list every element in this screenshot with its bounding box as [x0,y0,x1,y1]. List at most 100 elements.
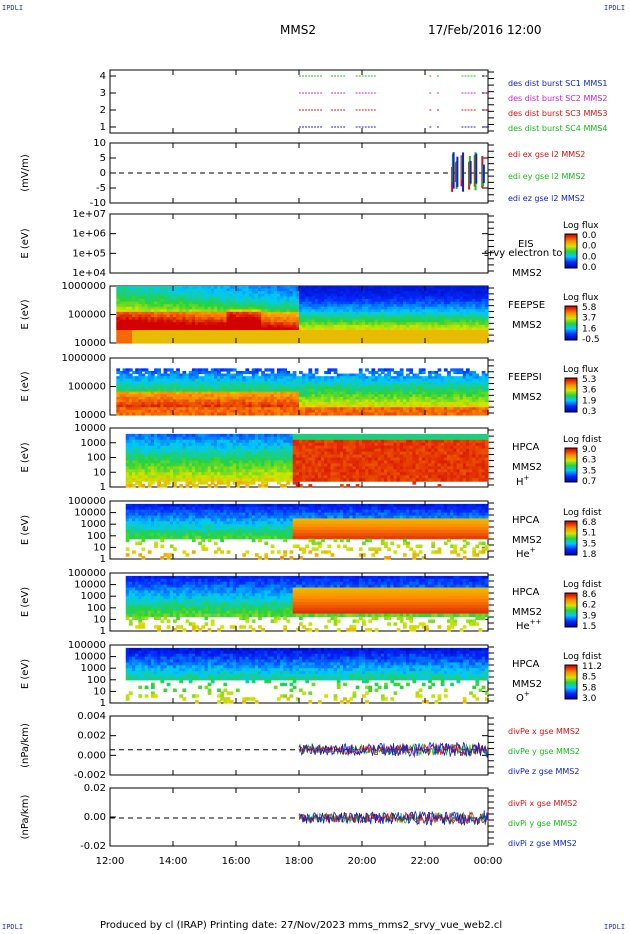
feepse-cell [273,324,278,329]
feepse-cell [264,327,269,331]
feepse-cell [346,298,350,303]
feepsi-cell [292,370,297,375]
feepsi-cell [242,409,247,414]
feepsi-cell [434,394,439,398]
feepse-cell [220,296,224,300]
feepse-cell [412,311,417,316]
feepsi-cell [418,376,423,380]
feepse-cell [169,288,174,292]
feepse-cell [431,288,436,292]
feepsi-cell [475,386,480,390]
feepsi-cell [425,394,429,398]
divpi-ytick-label: 0.02 [84,783,106,794]
feepsi-cell [229,376,234,380]
feepsi-cell [188,381,193,385]
feepsi-cell [119,399,124,403]
feepsi-cell [258,404,262,408]
feepse-cell [390,293,395,297]
feepse-cell [305,301,310,305]
feepsi-cell [147,381,152,385]
feepse-cell [254,296,259,300]
feepse-cell [207,304,212,308]
feepse-cell [122,293,127,297]
feepsi-cell [450,407,454,411]
feepse-cell [434,322,439,326]
feepse-cell [182,291,187,295]
feepse-cell [308,322,313,326]
feepse-cell [207,332,212,336]
eis-ytick-label: 1e+06 [72,229,106,240]
feepsi-cell [283,402,287,406]
feepsi-cell [119,389,124,393]
feepse-cell [302,319,306,323]
feepse-cell [295,322,300,326]
feepse-cell [160,291,165,295]
feepse-cell [138,337,143,342]
feepse-cell [478,330,483,334]
feepse-cell [399,304,404,308]
feepsi-cell [393,399,398,403]
feepsi-cell [267,412,272,416]
feepse-cell [327,309,332,313]
feepse-cell [163,296,168,300]
feepsi-cell [295,404,300,408]
feepsi-cell [125,407,130,411]
feepsi-cell [166,396,171,401]
feepsi-cell [223,368,228,372]
feepsi-cell [292,402,297,406]
feepse-cell [201,304,206,308]
feepse-cell [459,306,464,310]
feepse-cell [251,309,256,313]
feepse-cell [207,291,212,295]
feepse-cell [330,335,335,339]
feepsi-cell [349,394,354,398]
feepsi-cell [469,383,473,388]
feepse-cell [317,340,322,344]
feepse-cell [286,309,291,313]
feepsi-cell [248,391,253,395]
feepse-cell [425,296,429,300]
feepsi-cell [390,404,395,408]
feepsi-cell [409,412,413,416]
feepse-cell [450,298,454,303]
feepse-cell [122,286,127,290]
feepse-cell [166,319,171,323]
feepse-cell [135,301,139,305]
feepse-cell [289,327,294,331]
feepse-cell [302,288,306,292]
feepsi-cell [409,368,413,372]
feepsi-cell [443,383,448,388]
feepsi-cell [314,381,319,385]
feepsi-cell [213,391,218,395]
feepse-cell [402,322,407,326]
feepsi-cell [207,396,212,401]
feepsi-cell [465,386,470,390]
feepse-cell [415,293,420,297]
feepse-cell [425,317,429,321]
feepse-cell [465,319,470,323]
feepse-cell [147,327,152,331]
feepsi-cell [138,376,143,380]
feepse-cell [299,327,303,331]
feepse-cell [147,340,152,344]
feepsi-cell [280,386,284,390]
feepsi-cell [358,409,363,414]
feepsi-cell [295,391,300,395]
feepse-cell [437,304,442,308]
feepsi-cell [176,386,180,390]
feepsi-cell [302,386,306,390]
feepsi-cell [286,383,291,388]
feepsi-cell [434,407,439,411]
feepsi-cell [343,394,347,398]
feepse-cell [236,332,240,336]
feepsi-cell [305,389,310,393]
feepse-cell [317,296,322,300]
feepse-cell [220,319,224,323]
feepsi-cell [324,381,328,385]
feepse-cell [443,337,448,342]
feepse-cell [440,314,445,318]
feepsi-cell [336,412,341,416]
feepse-cell [484,296,489,300]
feepse-cell [462,291,467,295]
feepse-cell [286,301,291,305]
